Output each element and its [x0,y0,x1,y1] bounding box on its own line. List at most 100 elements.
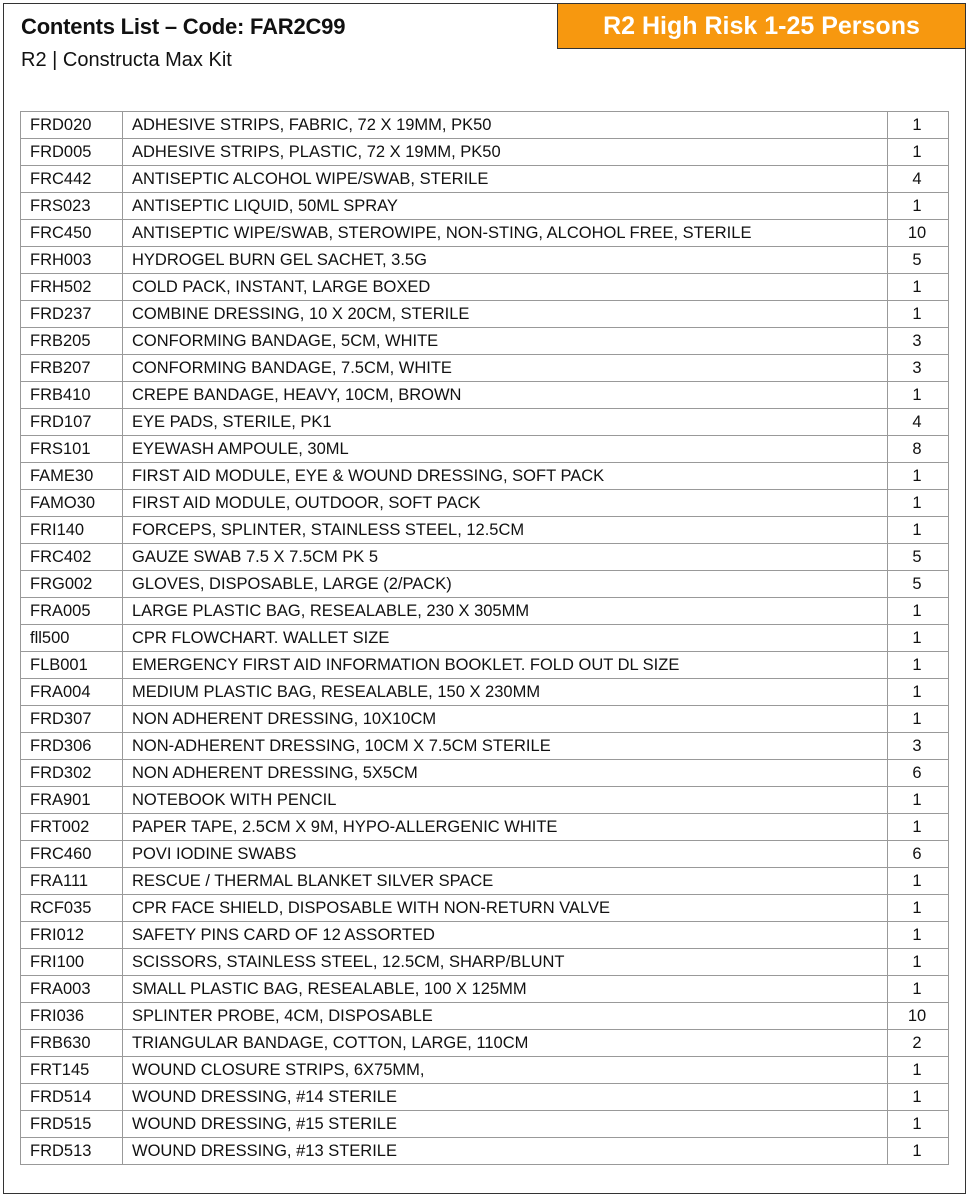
item-description: CPR FLOWCHART. WALLET SIZE [122,624,888,652]
table-row: FRD514 WOUND DRESSING, #14 STERILE 1 [20,1083,949,1111]
item-code: FRB205 [20,327,123,355]
item-code: FRS023 [20,192,123,220]
item-description: SMALL PLASTIC BAG, RESEALABLE, 100 X 125… [122,975,888,1003]
item-code: FRA005 [20,597,123,625]
item-description: PAPER TAPE, 2.5CM X 9M, HYPO-ALLERGENIC … [122,813,888,841]
item-quantity: 1 [887,516,949,544]
item-quantity: 1 [887,894,949,922]
table-row: FAMO30 FIRST AID MODULE, OUTDOOR, SOFT PA… [20,489,949,517]
item-quantity: 1 [887,975,949,1003]
item-description: MEDIUM PLASTIC BAG, RESEALABLE, 150 X 23… [122,678,888,706]
table-row: FRH502 COLD PACK, INSTANT, LARGE BOXED 1 [20,273,949,301]
item-code: FRC460 [20,840,123,868]
item-description: CPR FACE SHIELD, DISPOSABLE WITH NON-RET… [122,894,888,922]
item-code: FRB410 [20,381,123,409]
item-quantity: 1 [887,462,949,490]
item-code: FRC442 [20,165,123,193]
item-quantity: 1 [887,138,949,166]
item-description: SAFETY PINS CARD OF 12 ASSORTED [122,921,888,949]
item-quantity: 2 [887,1029,949,1057]
item-description: WOUND CLOSURE STRIPS, 6X75MM, [122,1056,888,1084]
table-row: FRD005 ADHESIVE STRIPS, PLASTIC, 72 X 19M… [20,138,949,166]
item-quantity: 3 [887,327,949,355]
contents-table: FRD020 ADHESIVE STRIPS, FABRIC, 72 X 19MM… [20,111,949,1165]
item-quantity: 10 [887,219,949,247]
item-code: FRI036 [20,1002,123,1030]
item-quantity: 4 [887,165,949,193]
item-code: FRD237 [20,300,123,328]
table-row: FRT145 WOUND CLOSURE STRIPS, 6X75MM, 1 [20,1056,949,1084]
item-description: FIRST AID MODULE, EYE & WOUND DRESSING, … [122,462,888,490]
table-row: fll500 CPR FLOWCHART. WALLET SIZE 1 [20,624,949,652]
table-row: FRA901 NOTEBOOK WITH PENCIL 1 [20,786,949,814]
item-description: WOUND DRESSING, #14 STERILE [122,1083,888,1111]
item-description: COMBINE DRESSING, 10 X 20CM, STERILE [122,300,888,328]
item-description: EMERGENCY FIRST AID INFORMATION BOOKLET.… [122,651,888,679]
item-code: FRI140 [20,516,123,544]
item-code: FRH502 [20,273,123,301]
table-row: FRA111 RESCUE / THERMAL BLANKET SILVER SP… [20,867,949,895]
item-description: COLD PACK, INSTANT, LARGE BOXED [122,273,888,301]
item-code: FRD306 [20,732,123,760]
item-description: ANTISEPTIC WIPE/SWAB, STEROWIPE, NON-STI… [122,219,888,247]
item-code: FRI012 [20,921,123,949]
table-row: FRD107 EYE PADS, STERILE, PK1 4 [20,408,949,436]
item-quantity: 1 [887,300,949,328]
item-code: FRB207 [20,354,123,382]
item-code: RCF035 [20,894,123,922]
item-quantity: 3 [887,732,949,760]
item-code: FRD005 [20,138,123,166]
item-description: NON ADHERENT DRESSING, 5X5CM [122,759,888,787]
risk-badge: R2 High Risk 1-25 Persons [557,3,966,49]
item-description: LARGE PLASTIC BAG, RESEALABLE, 230 X 305… [122,597,888,625]
table-row: RCF035 CPR FACE SHIELD, DISPOSABLE WITH N… [20,894,949,922]
item-quantity: 1 [887,786,949,814]
item-description: FORCEPS, SPLINTER, STAINLESS STEEL, 12.5… [122,516,888,544]
item-code: FLB001 [20,651,123,679]
item-quantity: 1 [887,273,949,301]
item-description: WOUND DRESSING, #13 STERILE [122,1137,888,1165]
item-code: FRH003 [20,246,123,274]
table-row: FRA004 MEDIUM PLASTIC BAG, RESEALABLE, 15… [20,678,949,706]
item-code: FRD020 [20,111,123,139]
table-row: FRD513 WOUND DRESSING, #13 STERILE 1 [20,1137,949,1165]
item-quantity: 1 [887,111,949,139]
item-quantity: 1 [887,1110,949,1138]
item-quantity: 1 [887,624,949,652]
item-quantity: 6 [887,840,949,868]
item-description: POVI IODINE SWABS [122,840,888,868]
table-row: FRD307 NON ADHERENT DRESSING, 10X10CM 1 [20,705,949,733]
item-quantity: 1 [887,597,949,625]
table-row: FRI100 SCISSORS, STAINLESS STEEL, 12.5CM,… [20,948,949,976]
item-description: NOTEBOOK WITH PENCIL [122,786,888,814]
table-row: FRH003 HYDROGEL BURN GEL SACHET, 3.5G 5 [20,246,949,274]
table-row: FRS101 EYEWASH AMPOULE, 30ML 8 [20,435,949,463]
table-row: FRS023 ANTISEPTIC LIQUID, 50ML SPRAY 1 [20,192,949,220]
item-code: FRT002 [20,813,123,841]
page-subtitle: R2 | Constructa Max Kit [21,49,232,71]
item-code: FRD107 [20,408,123,436]
item-quantity: 1 [887,489,949,517]
item-quantity: 1 [887,651,949,679]
item-description: CONFORMING BANDAGE, 5CM, WHITE [122,327,888,355]
item-description: SCISSORS, STAINLESS STEEL, 12.5CM, SHARP… [122,948,888,976]
item-code: FRB630 [20,1029,123,1057]
table-row: FRC450 ANTISEPTIC WIPE/SWAB, STEROWIPE, N… [20,219,949,247]
table-row: FRI012 SAFETY PINS CARD OF 12 ASSORTED 1 [20,921,949,949]
item-code: FRD514 [20,1083,123,1111]
item-code: FRA003 [20,975,123,1003]
item-quantity: 5 [887,570,949,598]
item-description: CREPE BANDAGE, HEAVY, 10CM, BROWN [122,381,888,409]
item-code: FRT145 [20,1056,123,1084]
table-row: FRC442 ANTISEPTIC ALCOHOL WIPE/SWAB, STER… [20,165,949,193]
item-quantity: 8 [887,435,949,463]
item-code: FRD513 [20,1137,123,1165]
item-code: FAME30 [20,462,123,490]
item-quantity: 10 [887,1002,949,1030]
item-code: FRC450 [20,219,123,247]
item-quantity: 5 [887,543,949,571]
item-description: SPLINTER PROBE, 4CM, DISPOSABLE [122,1002,888,1030]
item-description: GLOVES, DISPOSABLE, LARGE (2/PACK) [122,570,888,598]
table-row: FRI036 SPLINTER PROBE, 4CM, DISPOSABLE 10 [20,1002,949,1030]
